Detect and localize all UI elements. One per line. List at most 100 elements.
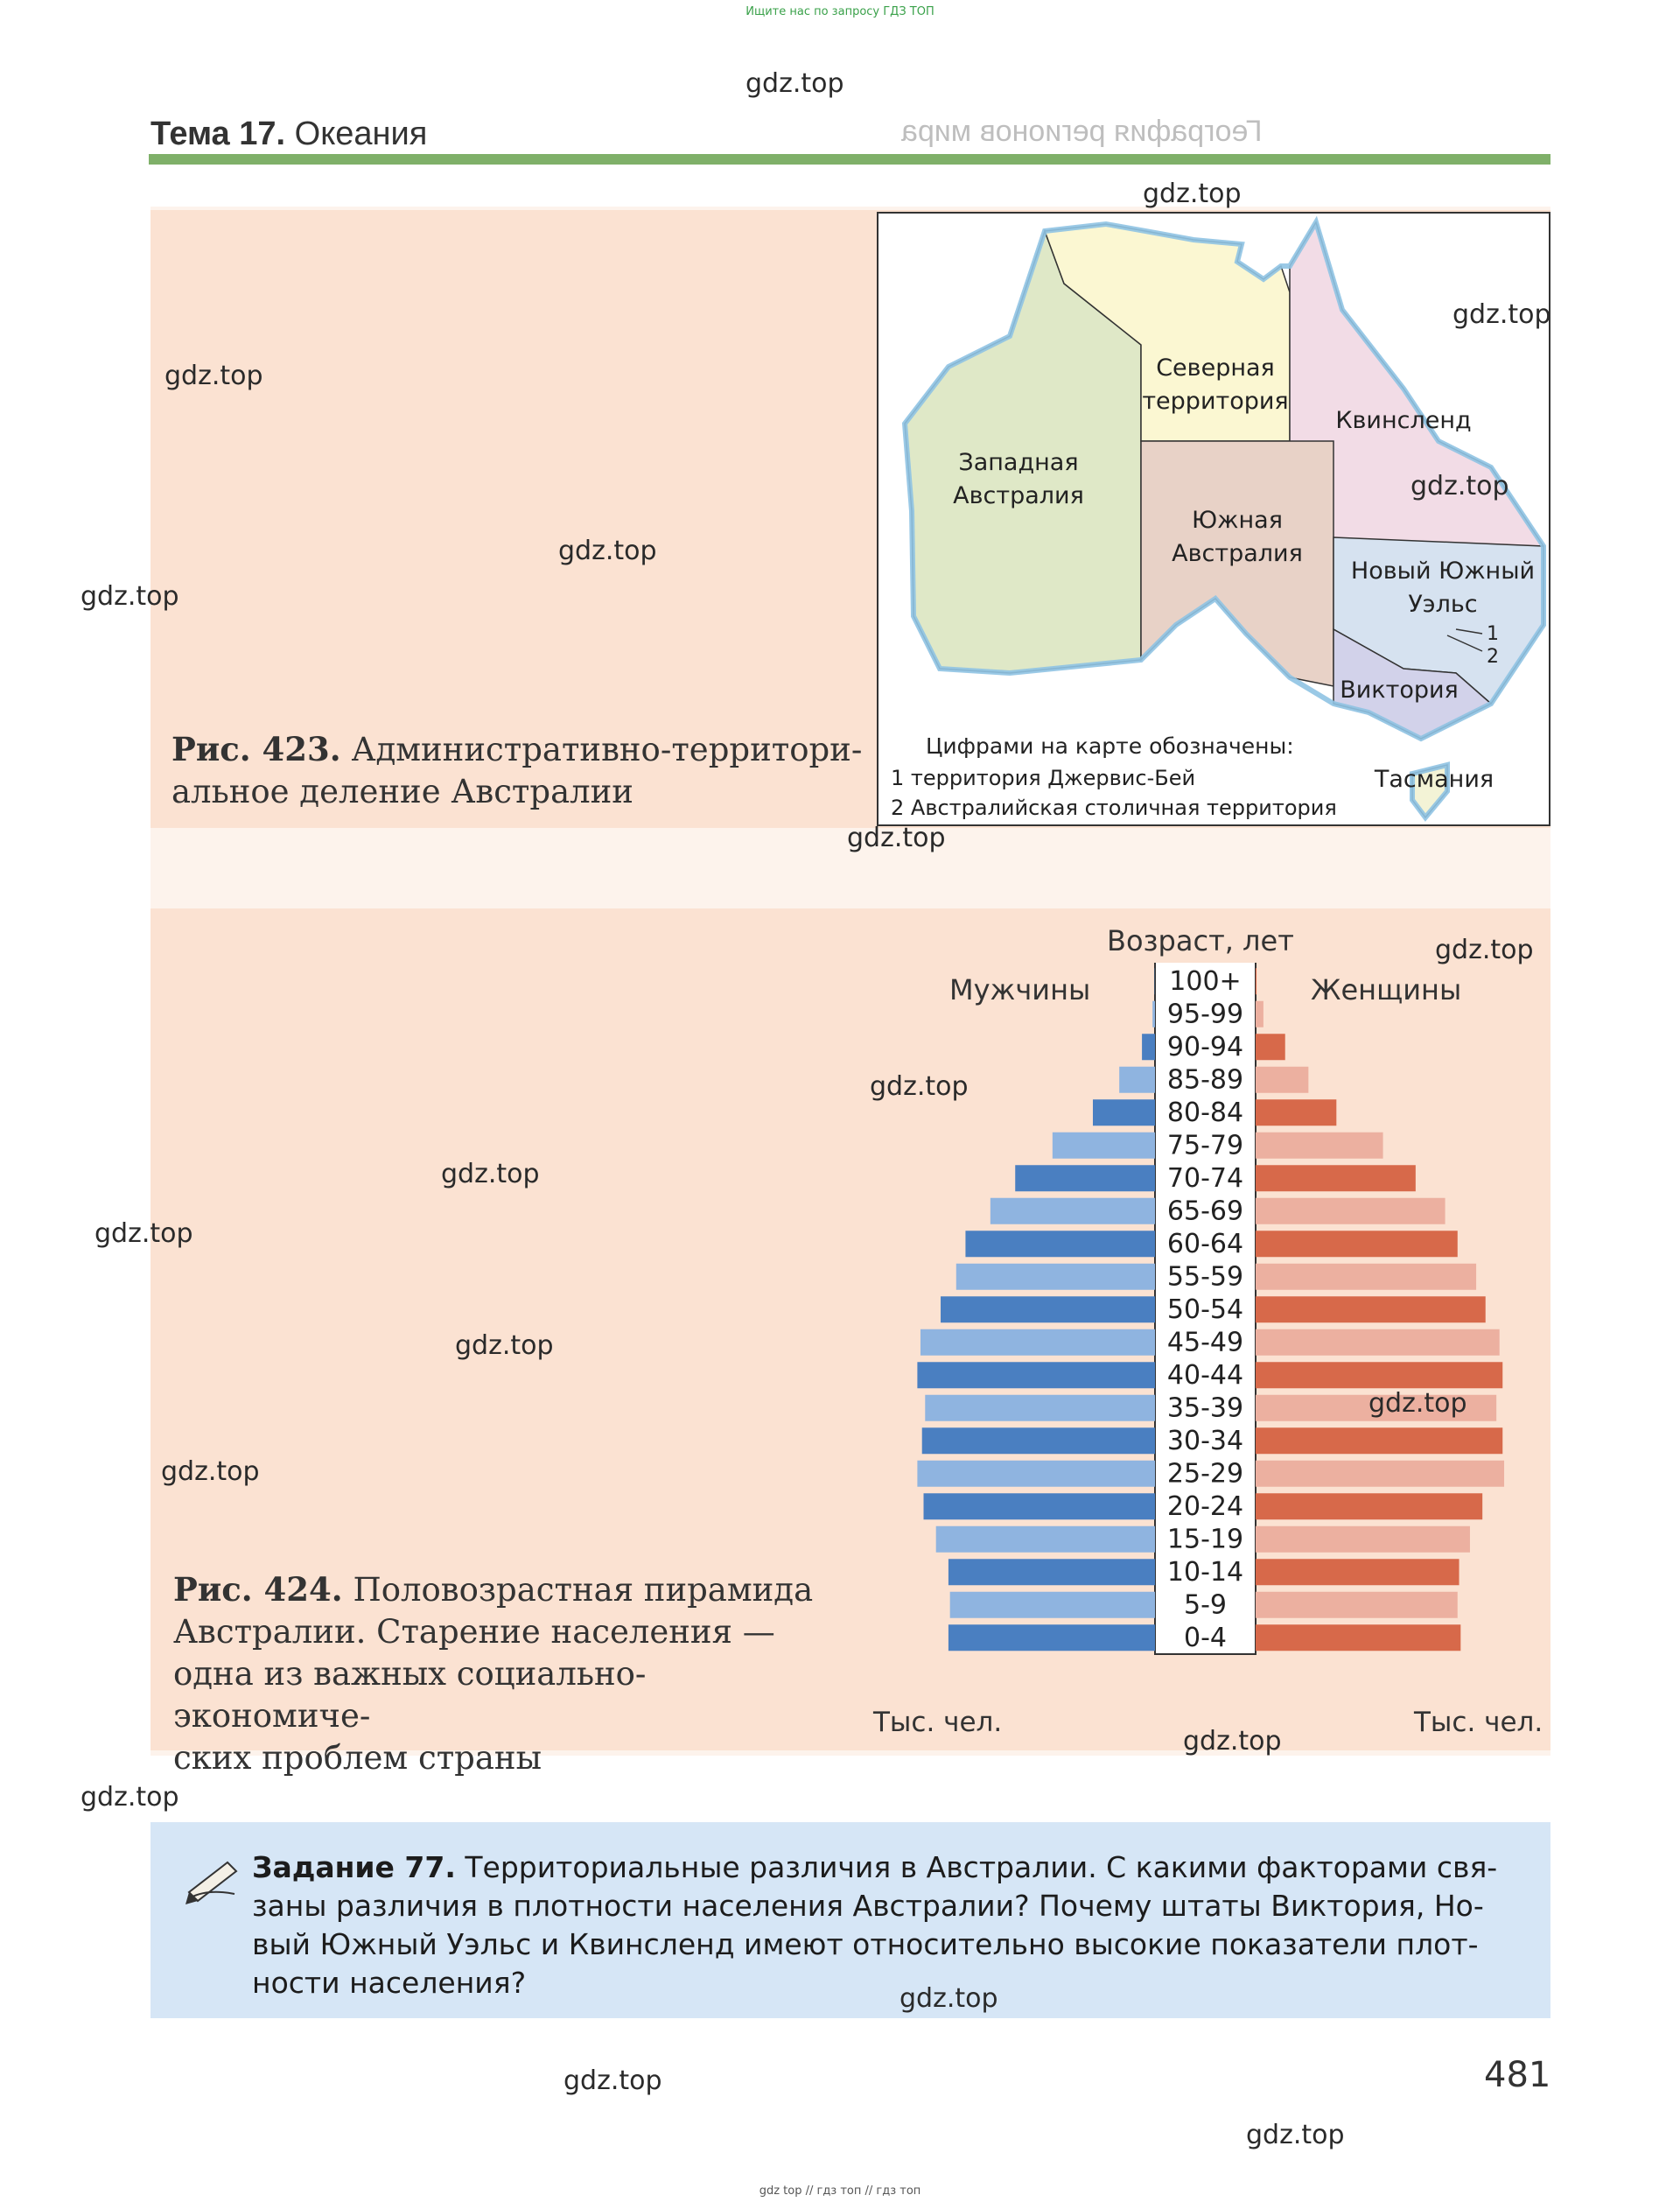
watermark: gdz.top [870,1071,969,1102]
pyramid-title: Возраст, лет [1107,924,1294,957]
pyramid-age-label: 95-99 [1167,999,1243,1030]
task-label: Задание 77. [252,1850,456,1884]
pyramid-age-label: 35-39 [1167,1393,1243,1424]
map-legend-item-2: 2 Австралийская столичная территория [891,796,1337,820]
pyramid-bar-male [921,1427,1155,1455]
marker-1: 1 [1487,623,1499,645]
pyramid-bar-female [1256,1591,1458,1618]
pyramid-age-label: 45-49 [1167,1328,1243,1358]
pyramid-age-label: 70-74 [1167,1163,1243,1194]
pyramid-bar-male [941,1296,1155,1323]
pyramid-age-label: 65-69 [1167,1196,1243,1227]
label-new-south-wales: Новый Южный Уэльс [1350,558,1536,618]
pyramid-bar-male [925,1394,1155,1421]
pyramid-left-label: Мужчины [949,973,1091,1006]
watermark: gdz.top [1452,299,1551,330]
pyramid-bar-male [935,1525,1155,1553]
pyramid-bar-female [1256,1099,1337,1126]
watermark: gdz.top [1246,2120,1345,2150]
pyramid-bar-male [920,1329,1155,1356]
watermark: gdz.top [441,1159,540,1189]
pyramid-bar-female [1256,1000,1264,1027]
watermark: gdz.top [80,581,179,612]
pyramid-bar-female [1256,1165,1416,1192]
topic-title: Тема 17. Океания [150,116,427,153]
pyramid-age-label: 25-29 [1167,1459,1243,1490]
watermark: gdz.top [164,361,263,391]
watermark: gdz.top [900,1983,998,2014]
pyramid-bar-female [1256,1132,1383,1159]
top-note: Ищите нас по запросу ГДЗ ТОП [746,5,934,18]
pyramid-age-label: 0-4 [1184,1623,1227,1653]
pyramid-bar-female [1256,1394,1497,1421]
task-text: Задание 77. Территориальные различия в А… [252,1850,1498,2000]
pyramid-age-label: 80-84 [1167,1097,1243,1128]
pyramid-bar-male [1015,1165,1155,1192]
watermark: gdz.top [564,2065,662,2096]
watermark: gdz.top [1435,935,1534,965]
topic-name: Океания [294,116,428,152]
figure-423-caption: Рис. 423. Административно-территори- аль… [172,730,863,810]
pyramid-bar-female [1256,1231,1458,1258]
pyramid-bar-male [917,1460,1155,1487]
watermark: gdz.top [847,823,946,853]
pyramid-bar-female [1256,1525,1470,1553]
label-northern-territory: Северная территория [1142,354,1289,415]
bottom-note: gdz top // гдз топ // гдз топ [759,2184,921,2198]
mirrored-section-title: География регионов мира [901,115,1263,148]
page-number: 481 [1484,2055,1551,2095]
pyramid-right-label: Женщины [1311,973,1462,1006]
task-box [150,1822,1550,2018]
pyramid-age-label: 55-59 [1167,1262,1243,1293]
header-rule [149,154,1550,165]
label-south-australia: Южная Австралия [1172,507,1303,567]
pyramid-x-label-left: Тыс. чел. [873,1707,1003,1738]
pyramid-bar-female [1256,1624,1461,1651]
pyramid-bar-male [990,1197,1155,1224]
pyramid-bar-male [1052,1132,1155,1159]
watermark: gdz.top [746,68,844,99]
pyramid-age-label: 20-24 [1167,1491,1243,1522]
watermark: gdz.top [1368,1388,1467,1419]
pyramid-bar-female [1256,1362,1503,1389]
label-western-australia: Западная Австралия [953,449,1084,509]
pyramid-bar-male [1152,1000,1155,1027]
pyramid-age-label: 60-64 [1167,1229,1243,1259]
map-legend-title: Цифрами на карте обозначены: [926,733,1294,759]
pyramid-bar-female [1256,1559,1460,1586]
pyramid-age-label: 75-79 [1167,1131,1243,1161]
pyramid-bar-male [949,1591,1155,1618]
watermark: gdz.top [94,1218,193,1249]
watermark: gdz.top [1410,471,1509,501]
pyramid-age-label: 30-34 [1167,1426,1243,1456]
watermark: gdz.top [455,1330,554,1361]
pyramid-bar-male [965,1231,1155,1258]
pyramid-bar-male [948,1624,1155,1651]
pyramid-age-label: 5-9 [1184,1590,1227,1621]
pyramid-bar-male [956,1263,1155,1290]
pyramid-bar-male [1119,1066,1155,1093]
pencil-icon [186,1861,238,1904]
pyramid-bar-female [1256,1329,1500,1356]
pyramid-bar-male [948,1559,1155,1586]
pyramid-bar-male [1142,1034,1155,1061]
pyramid-bar-female [1256,1296,1486,1323]
pyramid-x-label-right: Тыс. чел. [1414,1707,1544,1738]
pyramid-age-label: 90-94 [1167,1032,1243,1062]
pyramid-age-label: 40-44 [1167,1360,1243,1391]
pyramid-bar-female [1256,1493,1483,1520]
population-pyramid: 0-45-910-1415-1920-2425-2930-3435-3940-4… [917,963,1505,1655]
map-legend-item-1: 1 территория Джервис-Бей [891,766,1196,790]
pyramid-bar-female [1256,1197,1446,1224]
watermark: gdz.top [558,536,657,566]
figure-424-caption: Рис. 424. Половозрастная пирамида Австра… [173,1570,814,1777]
pyramid-bar-female [1256,1263,1477,1290]
label-queensland: Квинсленд [1335,407,1472,434]
pyramid-age-label: 50-54 [1167,1294,1243,1325]
label-victoria: Виктория [1340,677,1459,704]
pyramid-age-axis [1154,963,1256,1655]
map-svg [901,215,1546,822]
pyramid-bar-female [1256,1034,1285,1061]
australia-map: Западная Австралия Северная территория Кви… [877,212,1550,826]
label-tasmania: Тасмания [1374,766,1494,793]
